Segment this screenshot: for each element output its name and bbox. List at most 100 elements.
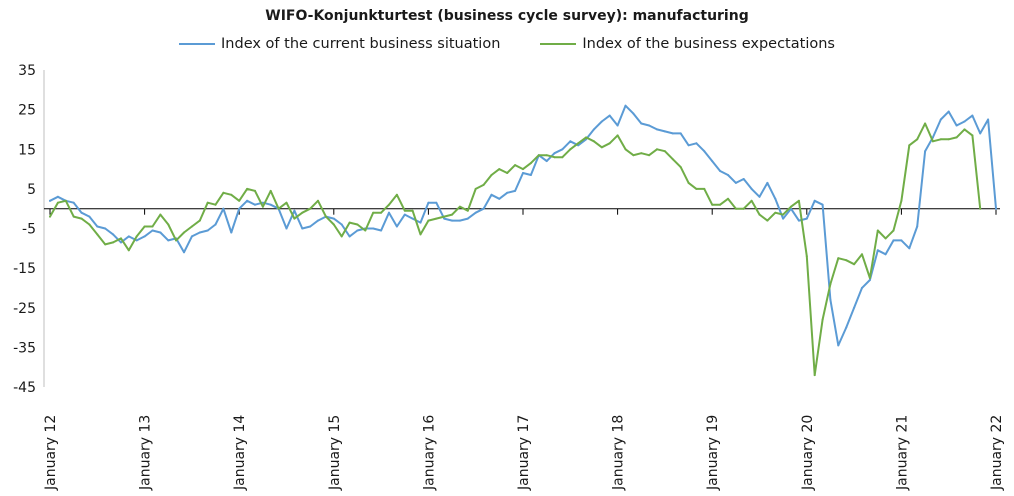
series-0-point-114: [947, 110, 950, 113]
series-0-point-106: [884, 253, 887, 256]
series-1-point-53: [466, 209, 469, 212]
series-1-point-63: [545, 154, 548, 157]
series-0-point-22: [222, 207, 225, 210]
series-0-point-18: [190, 235, 193, 238]
series-1-point-100: [837, 257, 840, 260]
series-1-point-44: [395, 193, 398, 196]
series-0-point-3: [72, 201, 75, 204]
series-0-point-105: [876, 249, 879, 252]
x-tick-label-2: January 14: [232, 415, 248, 491]
series-1-point-76: [648, 154, 651, 157]
y-tick-label-7: -35: [13, 340, 36, 356]
y-tick-label-1: 25: [18, 103, 36, 119]
legend-item-current: Index of the current business situation: [179, 36, 500, 52]
series-0-point-59: [514, 189, 517, 192]
series-1-point-71: [608, 142, 611, 145]
series-0-point-14: [159, 231, 162, 234]
series-0-point-10: [127, 235, 130, 238]
legend-item-expectations: Index of the business expectations: [540, 36, 835, 52]
series-1-point-50: [443, 215, 446, 218]
series-0-point-92: [774, 197, 777, 200]
series-1-point-39: [356, 223, 359, 226]
series-0-point-120: [995, 207, 997, 210]
series-0-point-71: [608, 114, 611, 117]
series-1-point-19: [198, 219, 201, 222]
series-0-point-109: [908, 247, 911, 250]
series-0-point-27: [261, 201, 264, 204]
series-1-point-116: [963, 128, 966, 131]
series-1-point-69: [592, 140, 595, 143]
series-0-point-47: [419, 221, 422, 224]
y-tick-label-4: -5: [22, 222, 36, 238]
series-0-point-66: [569, 140, 572, 143]
series-1-point-42: [380, 211, 383, 214]
series-1-point-15: [167, 223, 170, 226]
series-0-point-24: [238, 207, 241, 210]
series-0-point-99: [829, 298, 832, 301]
series-1-point-3: [72, 215, 75, 218]
series-1-point-101: [845, 259, 848, 262]
series-1-point-1: [56, 201, 59, 204]
series-0-point-118: [979, 132, 982, 135]
series-0-point-81: [687, 144, 690, 147]
series-1-point-12: [143, 225, 146, 228]
series-0-point-8: [112, 233, 115, 236]
x-tick-label-9: January 21: [894, 415, 910, 491]
series-1-point-90: [758, 213, 761, 216]
series-1-point-23: [230, 193, 233, 196]
series-1-point-89: [750, 199, 753, 202]
series-0-point-26: [254, 203, 256, 206]
series-0-point-104: [868, 279, 871, 281]
series-0-point-7: [104, 227, 107, 230]
series-0-point-37: [340, 223, 343, 226]
series-0-point-101: [845, 326, 848, 329]
series-0-point-86: [727, 174, 729, 176]
series-0-point-65: [561, 148, 564, 151]
series-1-point-26: [254, 189, 256, 192]
series-1-point-52: [458, 205, 461, 208]
series-1-point-64: [553, 156, 556, 159]
series-0-point-60: [522, 172, 524, 174]
series-1-point-86: [727, 197, 729, 200]
series-0-point-12: [143, 235, 146, 238]
series-1-point-93: [782, 213, 785, 216]
x-tick-label-6: January 18: [611, 415, 627, 491]
series-0-point-5: [88, 215, 91, 218]
series-1-point-95: [797, 199, 800, 202]
series-0-point-103: [861, 286, 863, 289]
series-1-point-49: [435, 217, 438, 220]
series-0-point-0: [49, 199, 51, 202]
series-1-point-92: [774, 211, 777, 214]
series-0-point-48: [427, 201, 430, 204]
series-1-point-34: [317, 199, 319, 202]
legend-swatch-expectations: [540, 43, 577, 45]
series-0-point-98: [821, 203, 824, 206]
series-0-point-36: [332, 217, 335, 220]
series-0-point-57: [498, 197, 501, 200]
series-1-point-68: [585, 136, 588, 139]
series-1-point-6: [96, 233, 99, 236]
series-1-point-43: [388, 203, 390, 206]
series-0-point-19: [198, 231, 201, 234]
series-1-point-88: [742, 207, 745, 210]
series-1-point-33: [309, 207, 312, 210]
series-0-point-32: [301, 227, 304, 230]
series-0-point-9: [120, 241, 122, 244]
x-tick-label-7: January 19: [705, 415, 721, 491]
series-1-point-29: [277, 207, 280, 210]
series-0-point-80: [679, 132, 682, 135]
series-1-point-20: [206, 201, 209, 204]
series-1-point-84: [711, 203, 714, 206]
series-0-point-13: [151, 229, 154, 232]
series-0-point-73: [624, 104, 627, 107]
series-0-point-30: [285, 227, 288, 230]
series-0-point-46: [411, 217, 414, 220]
series-1-point-9: [120, 237, 122, 240]
series-1-point-115: [955, 136, 958, 139]
series-0-point-107: [892, 239, 895, 242]
series-1-point-10: [127, 249, 130, 252]
series-1-point-118: [979, 207, 982, 210]
series-1-point-72: [616, 134, 619, 137]
series-0-point-110: [916, 225, 919, 228]
series-1-point-65: [561, 156, 564, 159]
